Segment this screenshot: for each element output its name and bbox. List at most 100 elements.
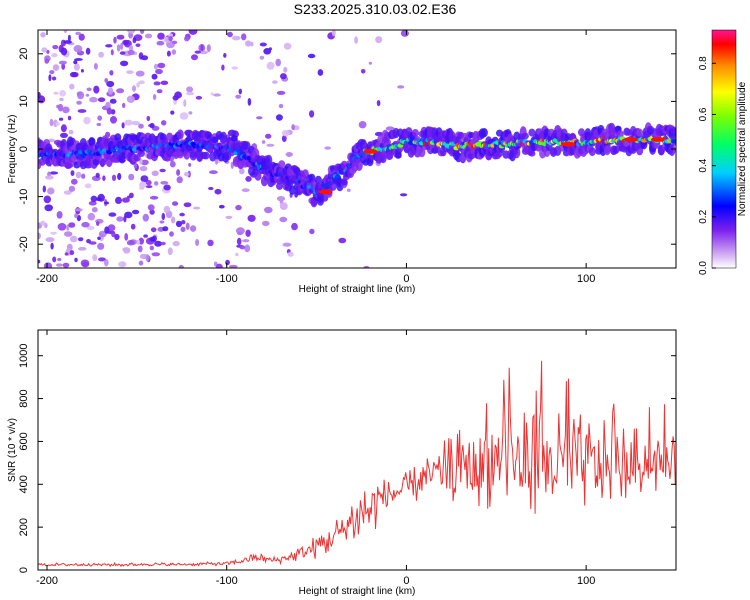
noise-speck [256,116,263,120]
noise-speck [151,73,158,80]
noise-speck [73,63,80,71]
noise-speck [184,172,190,177]
noise-speck [309,228,315,235]
noise-speck [68,222,76,228]
snr-panel: -200 -100 0 100 0 200 400 600 800 1000 Height of… [7,329,677,597]
noise-speck [67,34,71,42]
noise-speck [155,68,163,75]
noise-speck [71,178,78,185]
ridge-halo [202,151,210,160]
noise-speck [96,123,102,126]
noise-speck [214,188,222,195]
ridge-peak [561,141,576,147]
ridge-peak [651,137,665,142]
noise-speck [86,239,91,244]
noise-speck [227,129,237,137]
noise-speck [120,42,124,50]
spectrogram-x-ticks: -200 -100 0 100 [36,30,595,285]
noise-speck [275,114,283,121]
noise-speck [106,80,115,88]
noise-speck [235,252,239,257]
noise-speck [136,239,141,245]
noise-speck [52,64,60,71]
noise-speck [77,109,87,113]
noise-speck [163,205,171,213]
colorbar-label: Normalized spectral amplitude [737,81,748,216]
noise-speck [93,63,98,70]
noise-speck [60,47,68,56]
colorbar-gradient [711,29,737,269]
snr-y-axis-label: SNR (10 * v/v) [7,418,18,482]
noise-speck [48,74,52,82]
noise-speck [170,110,175,115]
noise-speck [98,51,104,58]
ridge-halo [278,160,286,168]
noise-speck [81,173,86,179]
noise-speck [228,264,238,268]
noise-speck [132,209,140,215]
noise-speck [107,87,114,95]
noise-speck [131,121,141,126]
ridge-halo [588,147,596,157]
noise-speck [117,172,122,181]
noise-speck [38,232,41,240]
noise-speck [191,54,198,61]
noise-speck [109,70,114,76]
noise-speck [238,88,242,95]
noise-speck [278,103,284,109]
noise-speck [90,195,98,202]
noise-speck [126,70,134,74]
noise-speck [80,69,84,73]
noise-speck [46,49,50,54]
snr-x-ticks: -200 -100 0 100 [36,330,595,587]
noise-speck [358,121,367,129]
noise-speck [130,223,136,230]
noise-speck [43,195,51,204]
noise-speck [179,112,189,120]
noise-speck [74,58,83,61]
noise-speck [259,55,265,60]
noise-speck [151,252,161,257]
noise-speck [354,36,358,44]
noise-speck [127,30,136,34]
noise-speck [210,92,214,96]
noise-speck [157,62,166,69]
noise-speck [245,176,252,182]
noise-speck [151,235,157,242]
noise-speck [124,211,133,219]
noise-speck [160,181,169,185]
noise-speck [145,180,152,186]
noise-speck [58,60,67,65]
noise-speck [118,261,127,268]
noise-speck [171,49,177,55]
noise-speck [375,36,383,44]
noise-speck [176,176,183,184]
noise-speck [195,239,200,246]
noise-speck [38,92,41,99]
noise-speck [285,152,293,157]
noise-speck [154,181,159,186]
noise-speck [139,186,145,190]
noise-speck [108,212,117,217]
y-tick-label: 1000 [18,343,30,367]
noise-speck [151,170,159,177]
noise-speck [45,237,55,243]
noise-speck [75,31,81,36]
colorbar-tick-label: 0.8 [698,56,709,70]
noise-speck [159,220,165,224]
ridge-halo [603,145,611,156]
noise-speck [287,251,294,257]
noise-speck [57,257,62,262]
snr-frame [37,329,677,571]
snr-y-ticks: 0 200 400 600 800 1000 [18,343,676,573]
noise-speck [59,97,64,102]
noise-speck [53,91,59,95]
noise-speck [40,32,46,38]
noise-speck [122,39,129,46]
colorbar: 0.0 0.2 0.4 0.6 0.8 Normalized spectral ampl… [698,29,748,275]
noise-speck [272,80,278,84]
noise-speck [57,223,67,231]
spectrogram-y-axis-label: Frequency (Hz) [7,115,18,184]
noise-speck [242,239,250,243]
noise-speck [63,40,72,44]
